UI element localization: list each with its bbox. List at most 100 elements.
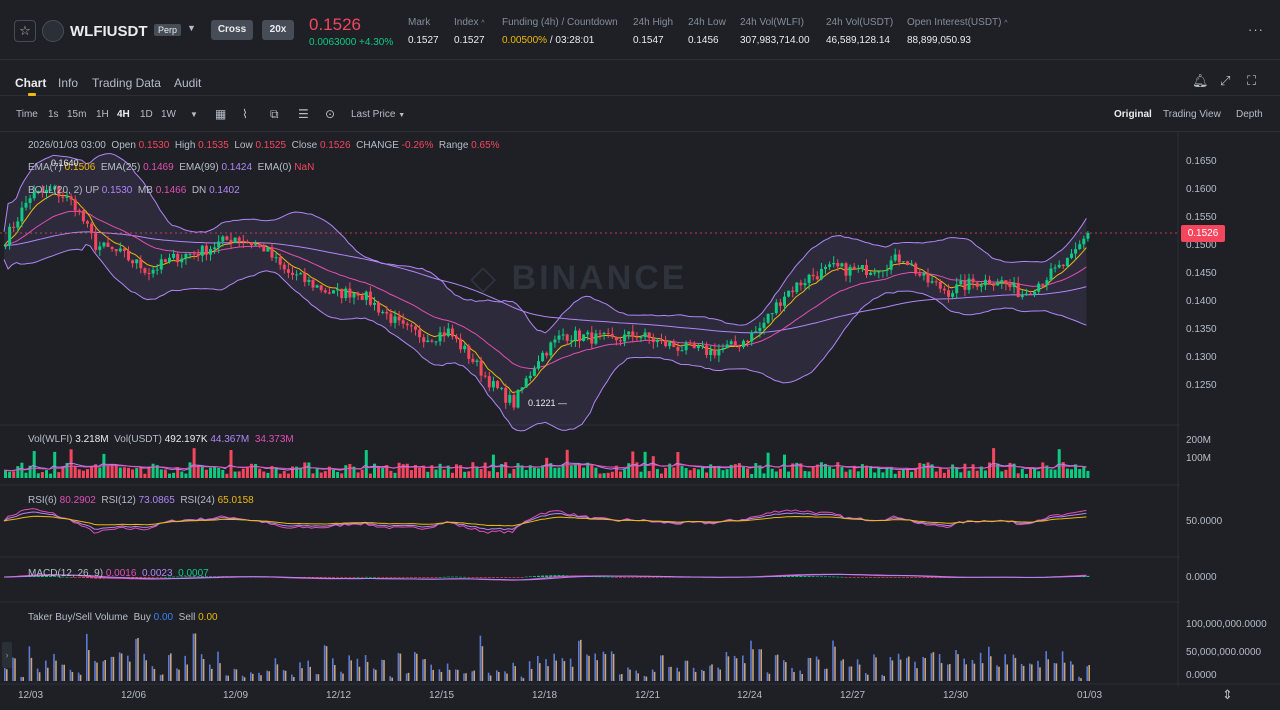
leverage-button[interactable]: 20x	[262, 20, 294, 40]
view-trading-view[interactable]: Trading View	[1163, 109, 1221, 120]
volume-bar	[254, 463, 258, 478]
chart-type-icon[interactable]: ⧉	[270, 107, 279, 121]
candlestick-chart[interactable]	[0, 132, 1280, 710]
taker-buy-bar	[791, 667, 793, 681]
macd-histogram-bar	[828, 576, 832, 578]
volume-bar	[586, 462, 590, 478]
price-type-select[interactable]: Last Price ▼	[351, 109, 406, 120]
price-change: 0.0063000 +4.30%	[309, 37, 394, 48]
symbol-name[interactable]: WLFIUSDT	[70, 23, 148, 40]
tab-audit[interactable]: Audit	[174, 76, 202, 90]
candle-body	[824, 266, 827, 270]
macd-histogram-bar	[635, 577, 639, 578]
candle-body	[557, 335, 561, 340]
volume-bar	[926, 462, 930, 478]
taker-buy-bar	[299, 662, 301, 681]
bell-icon[interactable]: 🔔︎	[1192, 73, 1209, 88]
candle-body	[282, 264, 286, 270]
volume-bar	[1057, 449, 1061, 478]
boll-legend: BOLL(20, 2) UP 0.1530 MB 0.1466 DN 0.140…	[28, 185, 240, 196]
volume-bar	[24, 472, 28, 478]
panel-collapse-handle[interactable]: ›	[2, 642, 12, 668]
taker-buy-bar	[947, 664, 949, 681]
taker-buy-bar	[660, 655, 662, 681]
taker-sell-bar	[621, 674, 623, 681]
margin-mode-button[interactable]: Cross	[211, 20, 253, 40]
taker-sell-bar	[662, 655, 664, 681]
volume-bar	[221, 469, 225, 478]
price-axis-tick: 0.1650	[1186, 156, 1217, 167]
taker-buy-bar	[528, 661, 531, 681]
tab-info[interactable]: Info	[58, 76, 79, 90]
candle-body	[176, 253, 180, 263]
view-original[interactable]: Original	[1114, 109, 1152, 120]
interval-time[interactable]: Time	[16, 109, 38, 120]
taker-buy-bar	[102, 661, 104, 681]
interval-1w[interactable]: 1W	[161, 109, 176, 120]
macd-histogram-bar	[815, 576, 819, 578]
interval-dropdown-icon[interactable]: ▼	[190, 110, 198, 119]
taker-sell-bar	[539, 663, 541, 681]
more-menu-icon[interactable]: ···	[1248, 22, 1264, 37]
candle-body	[385, 311, 389, 314]
candle-body	[278, 257, 282, 265]
interval-1d[interactable]: 1D	[140, 109, 153, 120]
macd-histogram-bar	[450, 576, 454, 578]
macd-histogram-bar	[836, 576, 840, 578]
target-icon[interactable]: ⊙	[325, 107, 336, 121]
volume-bar	[418, 467, 422, 478]
coin-logo	[42, 20, 64, 42]
macd-histogram-bar	[643, 577, 647, 578]
candle-body	[49, 189, 53, 191]
candle-body	[143, 268, 147, 273]
volume-bar	[869, 465, 873, 478]
settings-sliders-icon[interactable]: ☰	[298, 107, 309, 121]
indicators-icon[interactable]: ⌇	[242, 107, 248, 121]
volume-bar	[938, 467, 942, 478]
candle-body	[594, 333, 598, 344]
macd-histogram-bar	[512, 577, 516, 578]
macd-histogram-bar	[549, 575, 553, 577]
taker-sell-bar	[514, 666, 516, 681]
favorite-star-icon[interactable]: ☆	[14, 20, 36, 42]
interval-15m[interactable]: 15m	[67, 109, 87, 120]
candle-body	[865, 265, 868, 275]
view-depth[interactable]: Depth	[1236, 109, 1263, 120]
taker-buy-bar	[241, 675, 244, 681]
volume-bar	[860, 464, 864, 478]
expand-icon[interactable]: ⤢	[1220, 73, 1231, 88]
taker-axis-tick: 100,000,000.0000	[1186, 619, 1267, 630]
macd-histogram-bar	[869, 577, 873, 578]
interval-1h[interactable]: 1H	[96, 109, 109, 120]
macd-histogram-bar	[332, 577, 335, 578]
taker-buy-bar	[1029, 663, 1031, 681]
tab-chart[interactable]: Chart	[15, 76, 47, 90]
taker-buy-bar	[988, 646, 990, 681]
calendar-icon[interactable]: ▦	[215, 107, 227, 121]
taker-sell-bar	[1080, 678, 1082, 681]
candle-body	[434, 341, 438, 343]
fullscreen-icon[interactable]: ⛶	[1247, 73, 1257, 88]
candle-body	[606, 332, 610, 334]
candle-body	[356, 292, 360, 296]
candle-body	[86, 221, 89, 224]
candle-body	[680, 350, 684, 352]
volume-bar	[131, 469, 135, 478]
taker-sell-bar	[243, 677, 246, 681]
interval-1s[interactable]: 1s	[48, 109, 59, 120]
macd-histogram-bar	[184, 576, 188, 578]
tab-trading-data[interactable]: Trading Data	[92, 76, 161, 90]
macd-histogram-bar	[368, 576, 372, 578]
taker-sell-bar	[834, 646, 836, 681]
taker-sell-bar	[30, 657, 33, 681]
volume-bar	[508, 473, 512, 478]
taker-sell-bar	[571, 666, 574, 681]
reset-scale-icon[interactable]: ⇕	[1222, 687, 1233, 702]
volume-bar	[840, 466, 844, 478]
macd-histogram-bar	[381, 577, 385, 578]
volume-bar	[463, 471, 467, 478]
volume-bar	[168, 473, 171, 478]
volume-bar	[286, 473, 290, 478]
symbol-dropdown-chevron-icon[interactable]: ▼	[187, 23, 196, 33]
interval-4h[interactable]: 4H	[117, 109, 130, 120]
